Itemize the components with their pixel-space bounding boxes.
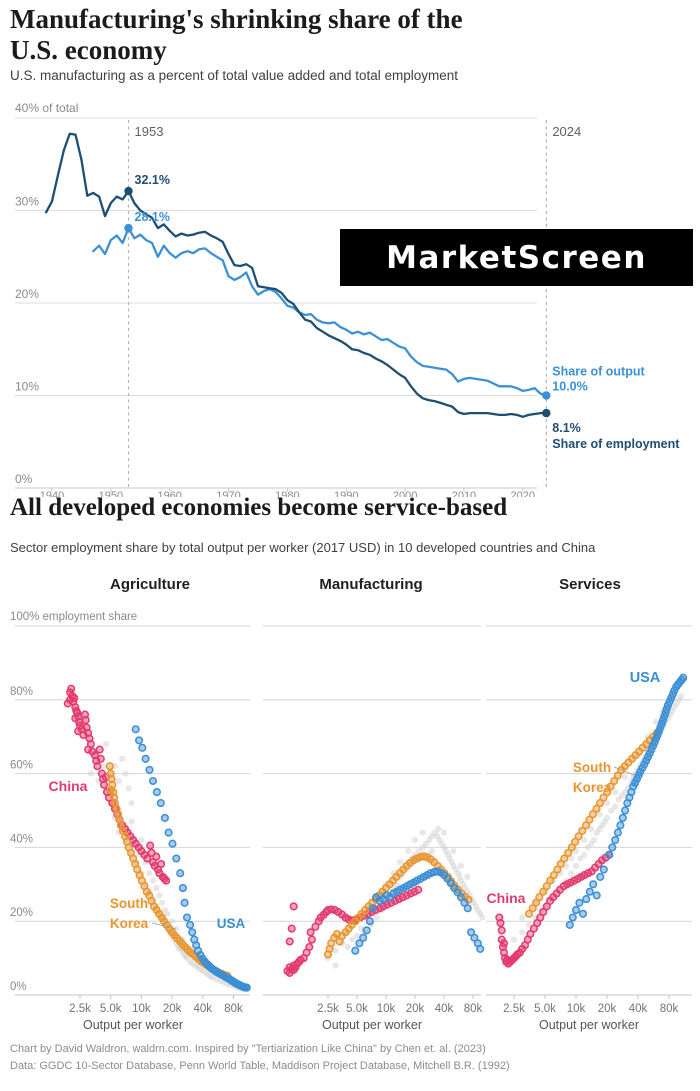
- svg-text:80k: 80k: [224, 1003, 243, 1015]
- svg-text:5.0k: 5.0k: [534, 1003, 556, 1015]
- svg-text:1970: 1970: [216, 490, 240, 497]
- svg-text:1990: 1990: [334, 490, 358, 497]
- svg-text:10k: 10k: [377, 1003, 396, 1015]
- svg-text:20k: 20k: [598, 1003, 617, 1015]
- svg-text:1953: 1953: [135, 124, 164, 139]
- svg-text:28.1%: 28.1%: [135, 210, 170, 224]
- watermark-text: MarketScreen: [386, 239, 647, 276]
- svg-text:80k: 80k: [464, 1003, 483, 1015]
- svg-text:40k: 40k: [194, 1003, 213, 1015]
- svg-text:10k: 10k: [567, 1003, 586, 1015]
- svg-text:2.5k: 2.5k: [503, 1003, 525, 1015]
- footer-sources: Data: GGDC 10-Sector Database, Penn Worl…: [10, 1060, 510, 1072]
- svg-text:40k: 40k: [435, 1003, 454, 1015]
- svg-text:2010: 2010: [452, 490, 476, 497]
- panel-title-manufacturing: Manufacturing: [319, 576, 423, 593]
- svg-text:0%: 0%: [15, 472, 33, 486]
- page-subtitle: U.S. manufacturing as a percent of total…: [10, 68, 459, 83]
- svg-text:Output per worker: Output per worker: [539, 1018, 639, 1032]
- marketscreen-watermark: MarketScreen: [340, 229, 693, 286]
- svg-text:USA: USA: [217, 916, 246, 931]
- svg-text:South: South: [110, 896, 148, 911]
- svg-text:40% of total: 40% of total: [15, 101, 78, 115]
- panel-title-agriculture: Agriculture: [109, 576, 190, 593]
- svg-text:Korea: Korea: [573, 780, 612, 795]
- svg-text:2000: 2000: [393, 490, 417, 497]
- section2-subtitle: Sector employment share by total output …: [10, 540, 596, 555]
- svg-text:2024: 2024: [552, 124, 581, 139]
- svg-text:20%: 20%: [15, 287, 39, 301]
- svg-text:1940: 1940: [40, 490, 64, 497]
- svg-text:10k: 10k: [132, 1003, 151, 1015]
- svg-text:South: South: [573, 760, 611, 775]
- svg-text:60%: 60%: [10, 760, 33, 772]
- svg-text:80k: 80k: [660, 1003, 679, 1015]
- footer-credit: Chart by David Waldron, waldrn.com. Insp…: [10, 1043, 486, 1055]
- svg-text:32.1%: 32.1%: [135, 173, 170, 187]
- svg-text:8.1%: 8.1%: [552, 421, 581, 435]
- page-title: Manufacturing's shrinking share of the U…: [10, 4, 463, 66]
- svg-text:40%: 40%: [10, 833, 33, 845]
- svg-text:100% employment share: 100% employment share: [10, 611, 137, 623]
- svg-text:5.0k: 5.0k: [100, 1003, 122, 1015]
- sector-employment-scatter-chart: 2.5k 5.0k 10k 20k 40k 80k Output per worker 100…: [10, 611, 692, 1032]
- svg-text:2.5k: 2.5k: [69, 1003, 91, 1015]
- svg-text:1960: 1960: [157, 490, 181, 497]
- svg-text:Share of output: Share of output: [552, 365, 645, 379]
- svg-text:China: China: [49, 778, 88, 794]
- svg-text:Korea: Korea: [110, 916, 149, 931]
- manufacturing-share-line-chart: 40% of total 0% 10% 20% 30% 1940 1950 1960 1970 1…: [15, 101, 680, 497]
- page-title-line1: Manufacturing's shrinking share of the: [10, 4, 463, 34]
- page-title-line2: U.S. economy: [10, 35, 167, 65]
- svg-text:2.5k: 2.5k: [317, 1003, 339, 1015]
- svg-text:20k: 20k: [163, 1003, 182, 1015]
- svg-text:20%: 20%: [10, 907, 33, 919]
- section2-title: All developed economies become service-b…: [10, 494, 508, 521]
- svg-text:Share of employment: Share of employment: [552, 437, 680, 451]
- svg-text:40k: 40k: [629, 1003, 648, 1015]
- footer: Chart by David Waldron, waldrn.com. Insp…: [10, 1041, 510, 1075]
- svg-text:20k: 20k: [406, 1003, 425, 1015]
- svg-text:0%: 0%: [10, 981, 27, 993]
- svg-text:USA: USA: [630, 670, 661, 686]
- svg-text:1950: 1950: [99, 490, 123, 497]
- svg-text:Output per worker: Output per worker: [83, 1018, 183, 1032]
- svg-text:2020: 2020: [511, 490, 535, 497]
- svg-text:China: China: [487, 890, 526, 906]
- svg-text:10%: 10%: [15, 380, 39, 394]
- svg-text:80%: 80%: [10, 686, 33, 698]
- svg-text:1980: 1980: [275, 490, 299, 497]
- panel-title-services: Services: [559, 576, 621, 593]
- svg-text:10.0%: 10.0%: [552, 380, 587, 394]
- svg-text:Output per worker: Output per worker: [322, 1018, 422, 1032]
- svg-text:5.0k: 5.0k: [346, 1003, 368, 1015]
- svg-text:30%: 30%: [15, 195, 39, 209]
